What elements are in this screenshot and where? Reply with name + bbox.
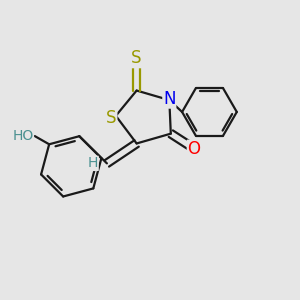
Text: S: S: [131, 50, 142, 68]
Text: H: H: [88, 156, 98, 170]
Text: N: N: [163, 90, 176, 108]
Text: HO: HO: [12, 129, 33, 143]
Text: O: O: [188, 140, 200, 158]
Text: S: S: [106, 109, 117, 127]
